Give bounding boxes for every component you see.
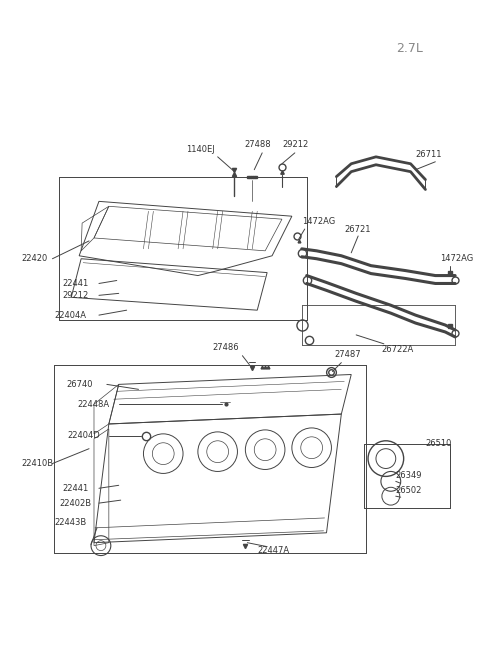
Text: 22402B: 22402B <box>60 498 92 508</box>
Text: 1140EJ: 1140EJ <box>186 145 215 155</box>
Text: 27488: 27488 <box>244 140 271 149</box>
Text: 26502: 26502 <box>396 486 422 495</box>
Text: 22410B: 22410B <box>22 459 54 468</box>
Text: 27487: 27487 <box>335 350 361 359</box>
Text: 26349: 26349 <box>396 471 422 480</box>
Text: 22404D: 22404D <box>67 432 100 440</box>
Text: 22441: 22441 <box>62 484 89 493</box>
Text: 22443B: 22443B <box>54 518 87 527</box>
Text: 29212: 29212 <box>282 140 308 149</box>
Text: 22441: 22441 <box>62 279 89 288</box>
Text: 26711: 26711 <box>416 151 442 159</box>
Text: 29212: 29212 <box>62 291 89 300</box>
Text: 27486: 27486 <box>213 343 240 352</box>
Text: 26740: 26740 <box>66 380 93 389</box>
Text: 22404A: 22404A <box>54 310 86 320</box>
Text: 26722A: 26722A <box>381 345 413 354</box>
Text: 22420: 22420 <box>22 254 48 263</box>
Text: 1472AG: 1472AG <box>440 254 474 263</box>
Text: 22447A: 22447A <box>257 546 289 555</box>
Text: 26721: 26721 <box>344 225 371 234</box>
Text: 1472AG: 1472AG <box>302 217 335 225</box>
Text: 26510: 26510 <box>425 440 452 448</box>
Text: 22448A: 22448A <box>77 400 109 409</box>
Text: 2.7L: 2.7L <box>396 41 422 54</box>
